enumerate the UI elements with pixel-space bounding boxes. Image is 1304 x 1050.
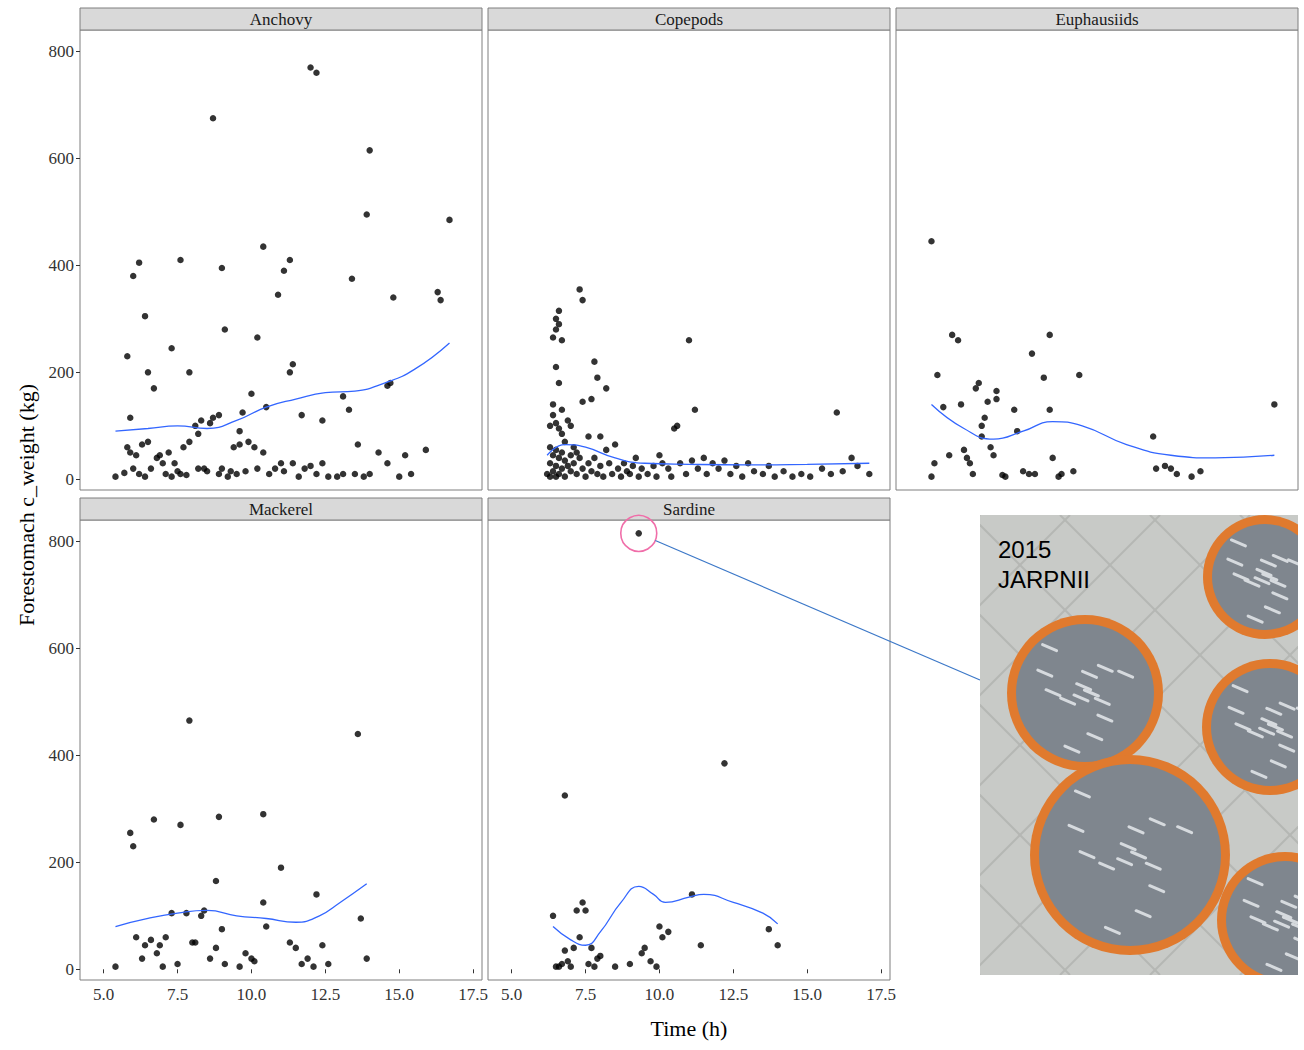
svg-text:Mackerel: Mackerel	[249, 500, 313, 519]
svg-text:10.0: 10.0	[237, 985, 267, 1004]
svg-text:400: 400	[49, 746, 75, 765]
svg-text:200: 200	[49, 363, 75, 382]
svg-text:600: 600	[49, 149, 75, 168]
svg-text:Time (h): Time (h)	[651, 1016, 728, 1041]
svg-text:Anchovy: Anchovy	[250, 10, 313, 29]
svg-text:200: 200	[49, 853, 75, 872]
svg-text:15.0: 15.0	[384, 985, 414, 1004]
svg-text:17.5: 17.5	[458, 985, 488, 1004]
svg-text:17.5: 17.5	[866, 985, 896, 1004]
html-text:2015: 2015	[998, 536, 1052, 563]
svg-text:800: 800	[49, 532, 75, 551]
svg-text:Copepods: Copepods	[655, 10, 723, 29]
svg-text:0: 0	[66, 470, 75, 489]
svg-text:15.0: 15.0	[792, 985, 822, 1004]
svg-text:5.0: 5.0	[93, 985, 114, 1004]
svg-text:7.5: 7.5	[575, 985, 596, 1004]
svg-text:400: 400	[49, 256, 75, 275]
svg-text:600: 600	[49, 639, 75, 658]
svg-text:800: 800	[49, 42, 75, 61]
html-text:JARPNII: JARPNII	[998, 566, 1090, 593]
svg-text:7.5: 7.5	[167, 985, 188, 1004]
svg-text:10.0: 10.0	[645, 985, 675, 1004]
svg-text:Euphausiids: Euphausiids	[1055, 10, 1138, 29]
svg-text:12.5: 12.5	[718, 985, 748, 1004]
svg-text:Forestomach c_weight (kg): Forestomach c_weight (kg)	[14, 384, 39, 626]
svg-text:12.5: 12.5	[310, 985, 340, 1004]
svg-text:0: 0	[66, 960, 75, 979]
svg-text:Sardine: Sardine	[663, 500, 715, 519]
svg-text:5.0: 5.0	[501, 985, 522, 1004]
